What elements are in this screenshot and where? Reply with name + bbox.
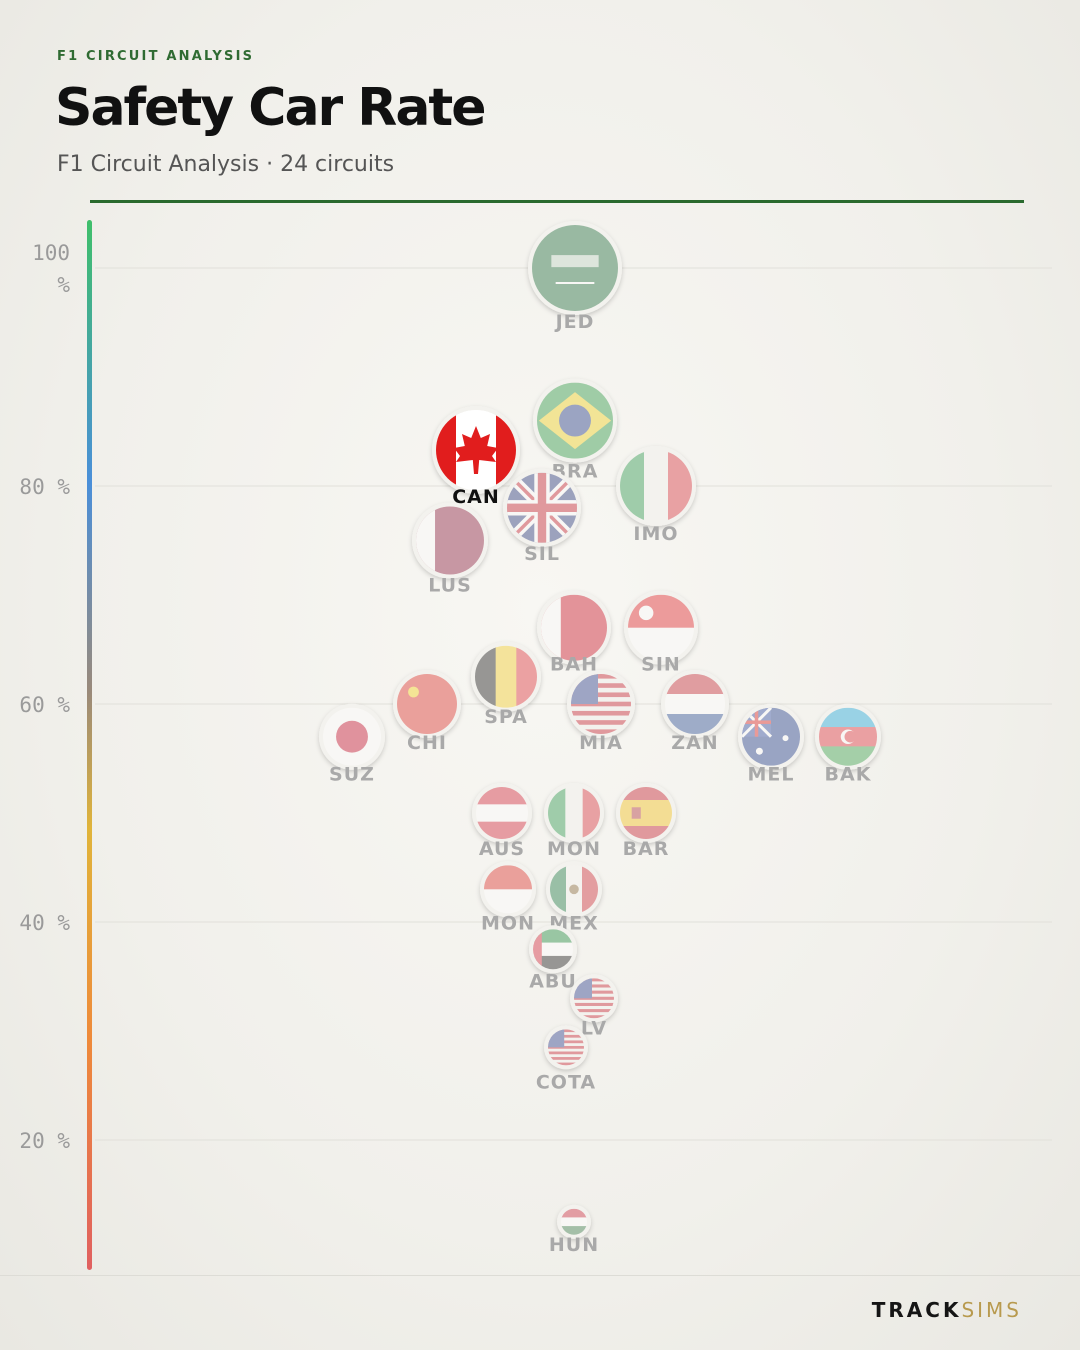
usa-flag-icon bbox=[571, 674, 631, 734]
circuit-label: MEL bbox=[748, 764, 795, 786]
y-tick-label: 20 % bbox=[19, 1129, 70, 1153]
circuit-label: BAH bbox=[550, 654, 598, 676]
circuit-point-sin[interactable]: SIN bbox=[624, 590, 698, 676]
circuit-label: MON bbox=[547, 838, 601, 860]
circuit-point-bah[interactable]: BAH bbox=[537, 590, 611, 676]
circuit-label: BAK bbox=[825, 764, 872, 786]
saudi-arabia-flag-icon bbox=[532, 225, 618, 311]
circuit-point-imo[interactable]: IMO bbox=[616, 446, 696, 545]
circuit-point-mex[interactable]: MEX bbox=[546, 861, 602, 934]
brand-part-2: SIMS bbox=[961, 1298, 1022, 1322]
circuit-label: CHI bbox=[407, 732, 447, 754]
azerbaijan-flag-icon bbox=[819, 707, 877, 766]
bahrain-flag-icon bbox=[541, 594, 607, 661]
circuit-point-chi[interactable]: CHI bbox=[393, 670, 461, 754]
circuit-point-bar[interactable]: BAR bbox=[616, 783, 676, 860]
kicker-label: F1 CIRCUIT ANALYSIS bbox=[57, 49, 255, 64]
circuit-point-suz[interactable]: SUZ bbox=[319, 703, 385, 786]
circuit-label: SPA bbox=[484, 706, 528, 728]
uk-flag-icon bbox=[507, 472, 577, 543]
circuit-point-mel[interactable]: MEL bbox=[738, 703, 804, 786]
italy-flag-icon bbox=[620, 450, 692, 522]
circuit-point-mon[interactable]: MON bbox=[544, 783, 604, 860]
circuit-label: JED bbox=[554, 311, 595, 333]
circuit-point-bra[interactable]: BRA bbox=[533, 378, 617, 483]
netherlands-flag-icon bbox=[665, 674, 725, 734]
circuit-point-spa[interactable]: SPA bbox=[471, 641, 541, 728]
qatar-flag-icon bbox=[416, 506, 484, 575]
circuit-label: COTA bbox=[536, 1071, 596, 1093]
uae-flag-icon bbox=[533, 929, 573, 970]
italy-flag-icon bbox=[548, 787, 600, 839]
circuit-label: ZAN bbox=[671, 732, 718, 754]
y-axis-gradient-bar bbox=[87, 220, 92, 1270]
circuit-point-bak[interactable]: BAK bbox=[815, 703, 881, 786]
circuit-label: LV bbox=[581, 1017, 607, 1039]
circuit-label: HUN bbox=[549, 1234, 599, 1256]
circuit-label: LUS bbox=[428, 575, 472, 597]
page-subtitle: F1 Circuit Analysis · 24 circuits bbox=[57, 152, 395, 177]
circuit-label: SIN bbox=[641, 654, 681, 676]
singapore-flag-icon bbox=[628, 594, 694, 661]
circuit-point-lv[interactable]: LV bbox=[570, 974, 618, 1039]
footer-divider bbox=[0, 1275, 1080, 1276]
circuit-label: ABU bbox=[529, 970, 577, 992]
circuit-point-mon[interactable]: MON bbox=[480, 861, 536, 934]
page-title: Safety Car Rate bbox=[55, 78, 487, 138]
circuit-point-cota[interactable]: COTA bbox=[536, 1025, 596, 1093]
circuit-point-lus[interactable]: LUS bbox=[412, 502, 488, 597]
circuit-point-hun[interactable]: HUN bbox=[549, 1204, 599, 1256]
y-tick-label: 80 % bbox=[19, 475, 70, 499]
circuit-point-mia[interactable]: MIA bbox=[567, 670, 635, 754]
circuit-point-zan[interactable]: ZAN bbox=[661, 670, 729, 754]
circuit-label: AUS bbox=[479, 838, 525, 860]
circuit-point-sil[interactable]: SIL bbox=[503, 468, 581, 565]
circuit-label: SIL bbox=[524, 543, 560, 565]
china-flag-icon bbox=[397, 674, 457, 734]
y-tick-label: 100% bbox=[32, 241, 70, 297]
circuit-point-jed[interactable]: JED bbox=[528, 221, 622, 333]
circuit-label: MON bbox=[481, 912, 535, 934]
belgium-flag-icon bbox=[475, 645, 537, 708]
mexico-flag-icon bbox=[550, 865, 598, 914]
circuit-label: SUZ bbox=[329, 764, 375, 786]
circuit-label: MIA bbox=[579, 732, 623, 754]
brand-part-1: TRACK bbox=[871, 1298, 962, 1322]
y-tick-label: 40 % bbox=[19, 911, 70, 935]
hungary-flag-icon bbox=[561, 1208, 587, 1235]
japan-flag-icon bbox=[323, 707, 381, 766]
brand-logo: TRACKSIMS bbox=[872, 1298, 1022, 1322]
circuit-label: BAR bbox=[623, 838, 670, 860]
canada-flag-icon bbox=[436, 410, 516, 491]
circuit-point-abu[interactable]: ABU bbox=[529, 925, 577, 992]
circuit-point-aus[interactable]: AUS bbox=[472, 783, 532, 860]
australia-flag-icon bbox=[742, 707, 800, 766]
circuit-point-can[interactable]: CAN bbox=[432, 406, 520, 508]
header-divider bbox=[90, 200, 1024, 203]
y-tick-label: 60 % bbox=[19, 693, 70, 717]
brazil-flag-icon bbox=[537, 382, 613, 459]
usa-flag-icon bbox=[548, 1029, 584, 1066]
circuit-label: CAN bbox=[452, 486, 500, 508]
circuit-label: IMO bbox=[633, 523, 678, 545]
austria-flag-icon bbox=[476, 787, 528, 839]
